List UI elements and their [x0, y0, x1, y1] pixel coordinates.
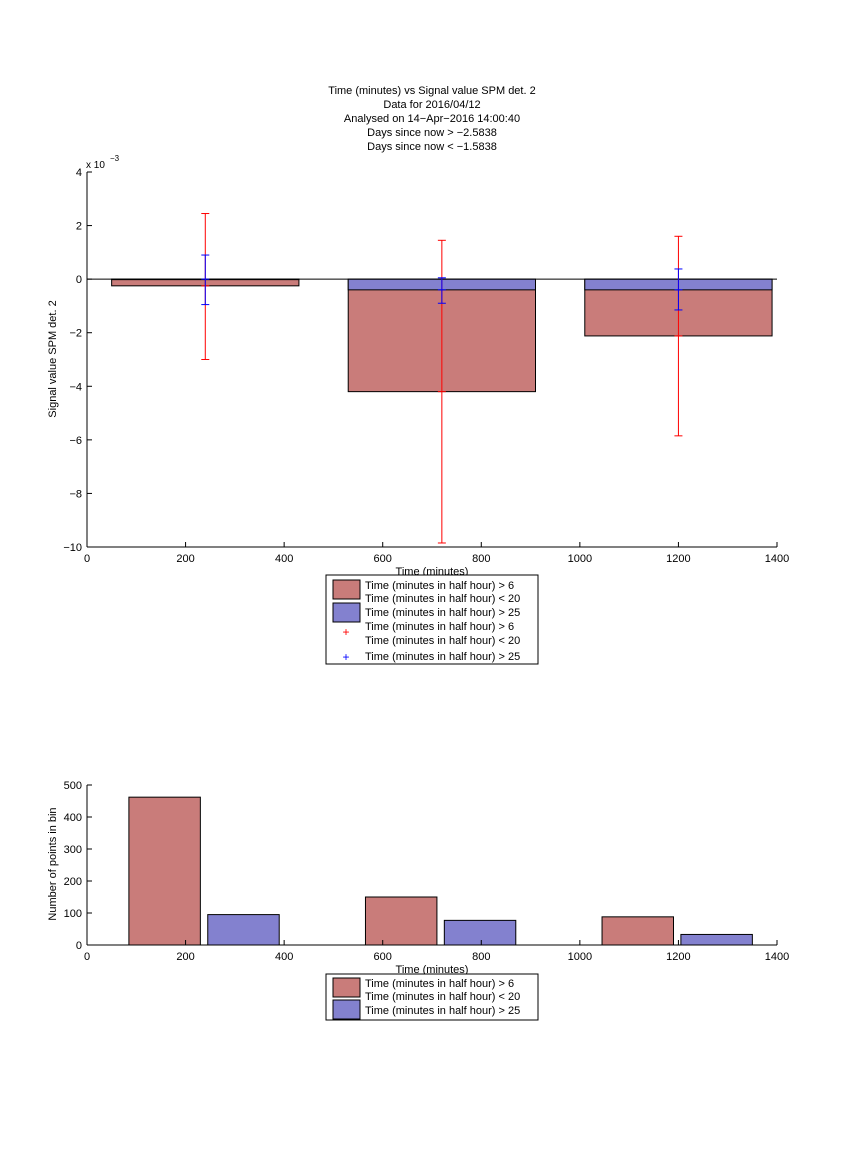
y-tick-label: 0 [76, 274, 82, 286]
y-exponent-base: x 10 [86, 160, 105, 171]
bar-blue-5 [680, 933, 753, 946]
legend-label-3: Time (minutes in half hour) > 25 [365, 607, 520, 619]
x-tick-label: 800 [472, 553, 490, 565]
plot-area: 0 200 400 600 800 1000 1200 1400 −10 −8 −6 −4 −2 0 2 4 [63, 167, 789, 565]
x-tick-label: 1000 [568, 553, 592, 565]
legend-label-2: Time (minutes in half hour) < 20 [365, 593, 520, 605]
x-tick-label: 800 [472, 951, 490, 963]
y-tick-label: 0 [76, 940, 82, 952]
error-bar-red-4 [674, 235, 683, 437]
title-line-3: Analysed on 14−Apr−2016 14:00:40 [344, 113, 520, 125]
x-tick-label: 1400 [765, 553, 789, 565]
y-tick-label: 300 [64, 844, 82, 856]
bar-blue-1 [207, 914, 280, 946]
bar-red-0 [128, 796, 201, 946]
legend-label-2: Time (minutes in half hour) < 20 [365, 991, 520, 1003]
y-tick-label: −6 [69, 435, 82, 447]
legend-marker-red-plus: + [342, 625, 349, 639]
y-tick-label: 100 [64, 908, 82, 920]
legend-marker-blue-plus: + [342, 650, 349, 664]
legend: Time (minutes in half hour) > 6 Time (mi… [325, 973, 539, 1021]
title-line-4: Days since now > −2.5838 [367, 127, 497, 139]
legend-label-1: Time (minutes in half hour) > 6 [365, 580, 514, 592]
legend-patch-blue [332, 999, 361, 1020]
legend-box [325, 973, 539, 1021]
legend-box [325, 574, 539, 665]
bar-red-2 [364, 896, 438, 946]
x-tick-label: 1200 [666, 951, 690, 963]
x-tick-label: 1000 [568, 951, 592, 963]
legend: + + Time (minutes in half hour) > 6 Time… [325, 574, 539, 665]
x-tick-label: 400 [275, 553, 293, 565]
bar-blue-3 [443, 919, 517, 946]
legend-label-4: Time (minutes in half hour) > 6 [365, 621, 514, 633]
y-tick-label: −4 [69, 381, 82, 393]
x-tick-label: 600 [374, 553, 392, 565]
title-line-2: Data for 2016/04/12 [383, 99, 480, 111]
legend-patch-red [332, 977, 361, 998]
bar-red-4 [601, 916, 674, 946]
y-axis-label: Number of points in bin [47, 807, 59, 920]
legend-patch-red [332, 579, 361, 600]
plot-area: 0 200 400 600 800 1000 1200 1400 0 100 200 300 400 50… [64, 780, 790, 963]
y-exponent-power: −3 [110, 154, 120, 163]
title-line-1: Time (minutes) vs Signal value SPM det. … [328, 85, 535, 97]
y-tick-label: −2 [69, 328, 82, 340]
legend-patch-blue [332, 602, 361, 623]
y-tick-label: 500 [64, 780, 82, 792]
legend-label-5: Time (minutes in half hour) < 20 [365, 635, 520, 647]
error-bar-blue-5 [674, 268, 683, 311]
x-tick-label: 1200 [666, 553, 690, 565]
y-tick-label: 200 [64, 876, 82, 888]
x-axis-label: Time (minutes) [396, 964, 469, 976]
x-tick-label: 600 [374, 951, 392, 963]
y-tick-label: −8 [69, 488, 82, 500]
y-tick-label: 2 [76, 221, 82, 233]
signal-chart: Time (minutes) vs Signal value SPM det. … [47, 85, 789, 665]
y-tick-label: 400 [64, 812, 82, 824]
error-bar-blue-3 [437, 277, 446, 304]
x-tick-label: 0 [84, 553, 90, 565]
count-chart: 0 200 400 600 800 1000 1200 1400 0 100 200 300 400 50… [47, 780, 790, 1021]
x-tick-label: 1400 [765, 951, 789, 963]
error-bar-blue-1 [201, 254, 210, 306]
legend-label-3: Time (minutes in half hour) > 25 [365, 1005, 520, 1017]
x-tick-label: 200 [176, 951, 194, 963]
y-tick-label: −10 [63, 542, 82, 554]
y-tick-label: 4 [76, 167, 82, 179]
y-axis-label: Signal value SPM det. 2 [47, 300, 59, 417]
x-tick-label: 400 [275, 951, 293, 963]
x-tick-label: 200 [176, 553, 194, 565]
y-exponent-label: x 10 −3 [86, 154, 120, 171]
chart-title: Time (minutes) vs Signal value SPM det. … [328, 85, 535, 153]
legend-label-1: Time (minutes in half hour) > 6 [365, 978, 514, 990]
x-tick-label: 0 [84, 951, 90, 963]
legend-label-6: Time (minutes in half hour) > 25 [365, 651, 520, 663]
title-line-5: Days since now < −1.5838 [367, 141, 497, 153]
